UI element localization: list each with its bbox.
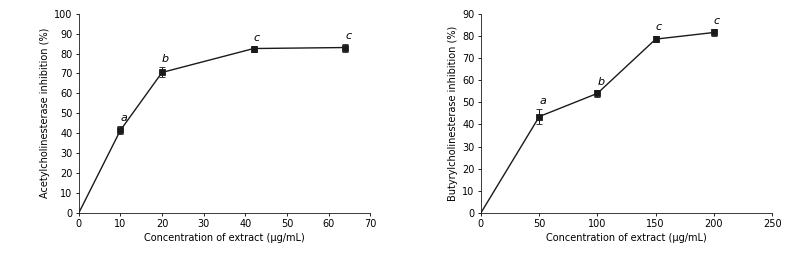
- Text: a: a: [539, 96, 546, 106]
- X-axis label: Concentration of extract (μg/mL): Concentration of extract (μg/mL): [144, 233, 305, 243]
- Text: c: c: [254, 32, 260, 43]
- Y-axis label: Acetylcholinesterase inhibition (%): Acetylcholinesterase inhibition (%): [40, 28, 50, 198]
- Text: b: b: [597, 77, 604, 87]
- Text: c: c: [345, 31, 351, 41]
- Text: c: c: [714, 16, 720, 26]
- X-axis label: Concentration of extract (μg/mL): Concentration of extract (μg/mL): [546, 233, 707, 243]
- Text: a: a: [121, 113, 128, 123]
- Text: c: c: [656, 22, 662, 32]
- Text: b: b: [162, 55, 169, 64]
- Y-axis label: Butyrylcholinesterase inhibition (%): Butyrylcholinesterase inhibition (%): [448, 26, 458, 201]
